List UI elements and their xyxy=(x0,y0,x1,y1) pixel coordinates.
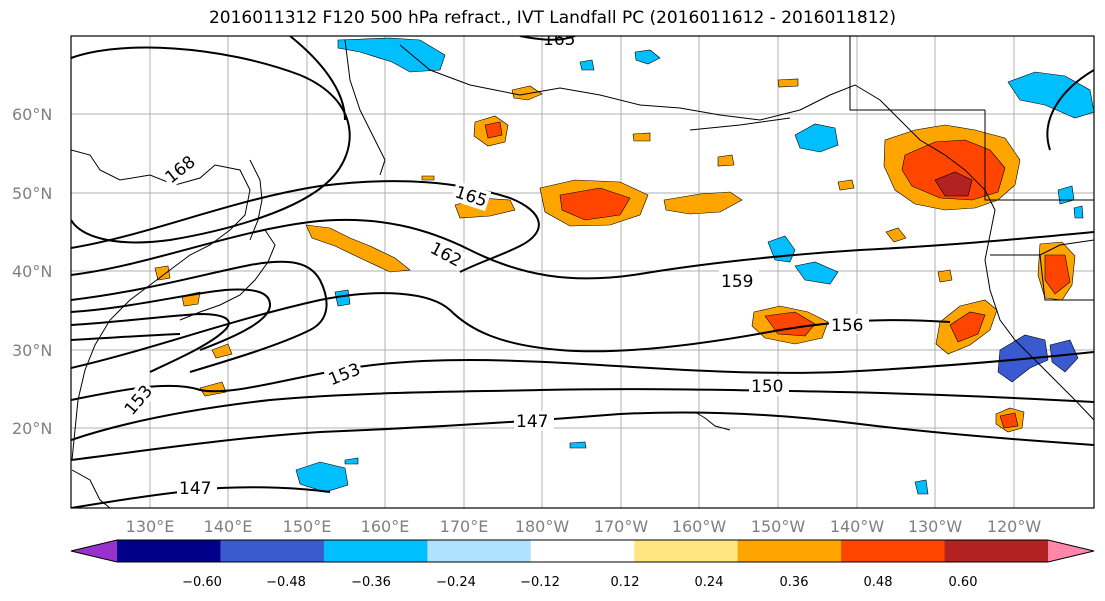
lon-label-160w: 160°W xyxy=(672,517,727,536)
colorbar-extend-high xyxy=(1048,540,1094,562)
coastlines xyxy=(71,36,1094,508)
lat-label-60n: 60°N xyxy=(12,105,52,124)
contour-label-147b: 147 xyxy=(179,479,211,499)
contour-label-147a: 147 xyxy=(516,412,548,432)
colorbar-segment xyxy=(737,540,842,562)
colorbar-tick: 0.36 xyxy=(780,575,809,590)
colorbar-tick: −0.36 xyxy=(351,575,391,590)
colorbar-tick: −0.48 xyxy=(266,575,306,590)
lon-tick-labels: 130°E 140°E 150°E 160°E 170°E 180°W 170°… xyxy=(126,517,1042,536)
colorbar xyxy=(70,539,1095,563)
colorbar-tick: 0.12 xyxy=(611,575,640,590)
contour-label-group: 168 165 162 159 156 153 153 150 147 147 … xyxy=(118,30,869,499)
height-contours xyxy=(71,36,1094,508)
lon-label-130e: 130°E xyxy=(126,517,175,536)
colorbar-outline xyxy=(70,539,1095,563)
colorbar-segment xyxy=(841,540,946,562)
colorbar-segment xyxy=(220,540,325,562)
colorbar-tick: −0.60 xyxy=(182,575,222,590)
contour-label-150: 150 xyxy=(751,377,783,397)
contour-label-159: 159 xyxy=(721,272,753,292)
contour-label-156: 156 xyxy=(831,316,863,336)
colorbar-tick: 0.48 xyxy=(864,575,893,590)
map-panel xyxy=(71,36,1094,508)
lon-label-150w: 150°W xyxy=(751,517,806,536)
colorbar-tick-labels: −0.60 −0.48 −0.36 −0.24 −0.12 0.12 0.24 … xyxy=(182,575,977,590)
map-frame xyxy=(70,35,1095,509)
lat-label-30n: 30°N xyxy=(12,341,52,360)
refractivity-anomaly-fill xyxy=(154,37,1094,495)
lat-label-50n: 50°N xyxy=(12,184,52,203)
colorbar-tick: 0.24 xyxy=(695,575,724,590)
colorbar-extend-low xyxy=(71,540,117,562)
lon-label-140w: 140°W xyxy=(830,517,885,536)
colorbar-segment xyxy=(117,540,221,562)
lon-label-170w: 170°W xyxy=(594,517,649,536)
lon-label-160e: 160°E xyxy=(361,517,410,536)
lon-label-120w: 120°W xyxy=(987,517,1042,536)
lon-label-130w: 130°W xyxy=(908,517,963,536)
lat-label-40n: 40°N xyxy=(12,262,52,281)
colorbar-tick: 0.60 xyxy=(949,575,978,590)
lon-label-180w: 180°W xyxy=(515,517,570,536)
colorbar-tick: −0.12 xyxy=(520,575,560,590)
map-title: 2016011312 F120 500 hPa refract., IVT La… xyxy=(208,8,896,28)
lat-label-20n: 20°N xyxy=(12,419,52,438)
contour-label-165-top: 165 xyxy=(543,30,575,50)
lon-label-170e: 170°E xyxy=(440,517,489,536)
colorbar-segment xyxy=(427,540,532,562)
lat-tick-labels: 60°N 50°N 40°N 30°N 20°N xyxy=(12,105,52,438)
colorbar-segment xyxy=(323,540,428,562)
colorbar-tick: −0.24 xyxy=(436,575,476,590)
lon-label-150e: 150°E xyxy=(283,517,332,536)
colorbar-segment xyxy=(530,540,635,562)
lon-label-140e: 140°E xyxy=(204,517,253,536)
colorbar-segment xyxy=(634,540,739,562)
colorbar-segment xyxy=(944,540,1049,562)
